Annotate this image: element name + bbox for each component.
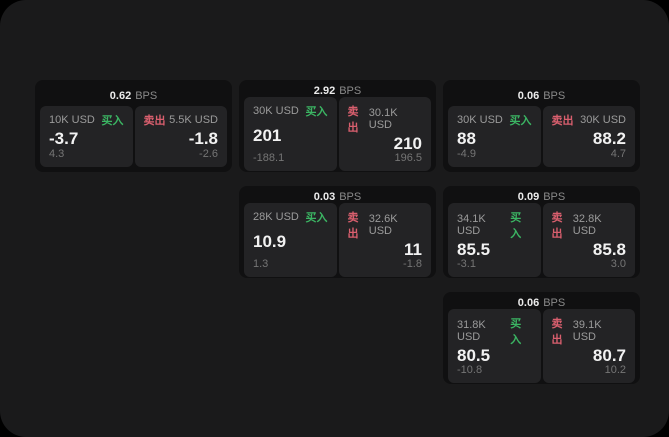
sell-price: 210 — [393, 134, 422, 153]
spread-header: 0.06 BPS — [448, 297, 635, 309]
buy-side-label: 买入 — [101, 115, 124, 127]
buy-side-label: 买入 — [305, 212, 328, 224]
bps-unit-label: BPS — [543, 297, 566, 309]
buy-side-label: 买入 — [305, 106, 328, 118]
buy-price: 10.9 — [253, 232, 287, 251]
quote-card: 0.62 BPS 10K USD 买入 -3.7 4.3 卖出 5.5K USD… — [35, 80, 232, 172]
quote-card: 0.06 BPS 30K USD 买入 88 -4.9 卖出 30K USD 8… — [443, 80, 640, 172]
spread-value: 0.09 — [517, 191, 540, 203]
bps-unit-label: BPS — [339, 85, 362, 97]
buy-delta: 1.3 — [253, 258, 269, 270]
quote-panels: 10K USD 买入 -3.7 4.3 卖出 5.5K USD -1.8 -2.… — [40, 106, 227, 167]
sell-size-label: 32.8K USD — [572, 213, 602, 237]
sell-delta: -2.6 — [199, 148, 218, 160]
sell-panel[interactable]: 卖出 32.6K USD 11 -1.8 — [338, 203, 431, 277]
buy-price: 201 — [253, 126, 282, 145]
sell-panel[interactable]: 卖出 5.5K USD -1.8 -2.6 — [134, 106, 227, 167]
quote-panels: 30K USD 买入 201 -188.1 卖出 30.1K USD 210 1… — [244, 97, 431, 171]
buy-size-label: 10K USD — [49, 114, 95, 126]
spread-header: 2.92 BPS — [244, 85, 431, 97]
quote-card: 0.09 BPS 34.1K USD 买入 85.5 -3.1 卖出 32.8K… — [443, 186, 640, 278]
sell-price: 85.8 — [592, 240, 626, 259]
sell-size-label: 32.6K USD — [368, 213, 398, 237]
sell-panel[interactable]: 卖出 30K USD 88.2 4.7 — [542, 106, 635, 167]
buy-side-label: 买入 — [510, 318, 522, 346]
sell-delta: 3.0 — [610, 258, 626, 270]
buy-panel[interactable]: 30K USD 买入 88 -4.9 — [448, 106, 541, 167]
buy-delta: -10.8 — [457, 364, 483, 376]
quote-panels: 28K USD 买入 10.9 1.3 卖出 32.6K USD 11 -1.8 — [244, 203, 431, 277]
sell-panel[interactable]: 卖出 32.8K USD 85.8 3.0 — [542, 203, 635, 277]
bps-unit-label: BPS — [135, 89, 158, 102]
sell-delta: 4.7 — [610, 148, 626, 160]
spread-value: 0.06 — [517, 297, 540, 309]
quote-panels: 31.8K USD 买入 80.5 -10.8 卖出 39.1K USD 80.… — [448, 309, 635, 383]
quote-card: 0.03 BPS 28K USD 买入 10.9 1.3 卖出 32.6K US… — [239, 186, 436, 278]
sell-side-label: 卖出 — [347, 106, 359, 134]
bps-unit-label: BPS — [543, 89, 566, 102]
sell-size-label: 39.1K USD — [572, 319, 602, 343]
buy-panel[interactable]: 34.1K USD 买入 85.5 -3.1 — [448, 203, 541, 277]
sell-panel[interactable]: 卖出 39.1K USD 80.7 10.2 — [542, 309, 635, 383]
buy-size-label: 30K USD — [253, 105, 299, 117]
buy-delta: 4.3 — [49, 148, 65, 160]
spread-value: 2.92 — [313, 85, 336, 97]
spread-header: 0.03 BPS — [244, 191, 431, 203]
sell-side-label: 卖出 — [347, 212, 359, 240]
buy-price: 88 — [457, 128, 476, 148]
sell-side-label: 卖出 — [143, 115, 166, 127]
buy-size-label: 34.1K USD — [457, 213, 486, 237]
spread-value: 0.06 — [517, 89, 540, 102]
spread-header: 0.62 BPS — [40, 85, 227, 106]
quote-panels: 30K USD 买入 88 -4.9 卖出 30K USD 88.2 4.7 — [448, 106, 635, 167]
buy-size-label: 30K USD — [457, 114, 503, 126]
buy-side-label: 买入 — [510, 212, 522, 240]
buy-panel[interactable]: 28K USD 买入 10.9 1.3 — [244, 203, 337, 277]
sell-size-label: 30K USD — [580, 114, 626, 126]
sell-delta: 196.5 — [394, 152, 422, 164]
buy-side-label: 买入 — [509, 115, 532, 127]
sell-size-label: 30.1K USD — [368, 107, 398, 131]
cards-grid: 0.62 BPS 10K USD 买入 -3.7 4.3 卖出 5.5K USD… — [35, 80, 640, 384]
bps-unit-label: BPS — [339, 191, 362, 203]
buy-delta: -4.9 — [457, 148, 476, 160]
buy-price: 80.5 — [457, 346, 491, 365]
buy-size-label: 28K USD — [253, 211, 299, 223]
sell-price: 80.7 — [592, 346, 626, 365]
spread-header: 0.09 BPS — [448, 191, 635, 203]
sell-price: 88.2 — [592, 128, 626, 148]
spread-value: 0.62 — [109, 89, 132, 102]
sell-side-label: 卖出 — [551, 212, 563, 240]
sell-price: 11 — [404, 240, 422, 259]
buy-price: 85.5 — [457, 240, 491, 259]
sell-side-label: 卖出 — [551, 318, 563, 346]
sell-delta: -1.8 — [403, 258, 422, 270]
sell-size-label: 5.5K USD — [169, 114, 218, 126]
buy-size-label: 31.8K USD — [457, 319, 486, 343]
sell-delta: 10.2 — [604, 364, 626, 376]
quote-card: 0.06 BPS 31.8K USD 买入 80.5 -10.8 卖出 39.1… — [443, 292, 640, 384]
buy-panel[interactable]: 30K USD 买入 201 -188.1 — [244, 97, 337, 171]
buy-delta: -3.1 — [457, 258, 476, 270]
buy-panel[interactable]: 10K USD 买入 -3.7 4.3 — [40, 106, 133, 167]
sell-side-label: 卖出 — [551, 115, 574, 127]
sell-price: -1.8 — [188, 128, 218, 148]
buy-panel[interactable]: 31.8K USD 买入 80.5 -10.8 — [448, 309, 541, 383]
bps-unit-label: BPS — [543, 191, 566, 203]
buy-delta: -188.1 — [253, 152, 285, 164]
buy-price: -3.7 — [49, 128, 79, 148]
spread-value: 0.03 — [313, 191, 336, 203]
spread-header: 0.06 BPS — [448, 85, 635, 106]
quote-card: 2.92 BPS 30K USD 买入 201 -188.1 卖出 30.1K … — [239, 80, 436, 172]
sell-panel[interactable]: 卖出 30.1K USD 210 196.5 — [338, 97, 431, 171]
quote-panels: 34.1K USD 买入 85.5 -3.1 卖出 32.8K USD 85.8… — [448, 203, 635, 277]
